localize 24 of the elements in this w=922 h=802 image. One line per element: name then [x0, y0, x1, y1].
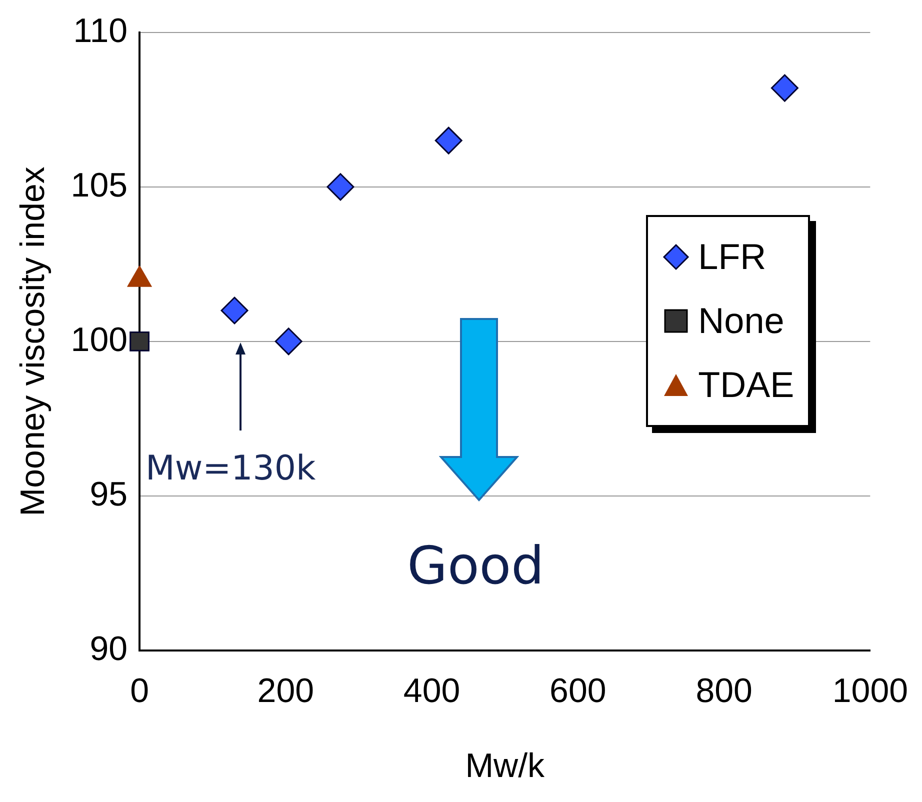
point [326, 173, 354, 201]
y-tick-label: 90 [90, 630, 128, 668]
x-tick-label: 600 [550, 672, 606, 710]
annotation: Good [407, 536, 544, 597]
legend-label: None [698, 300, 784, 342]
x-tick-label: 400 [403, 672, 460, 710]
x-tick-label: 0 [130, 672, 149, 710]
point [274, 328, 302, 356]
y-tick-label: 105 [70, 166, 128, 204]
y-axis-title: Mooney viscosity index [14, 166, 52, 516]
x-tick-label: 200 [257, 672, 314, 710]
y-tick-label: 95 [90, 475, 128, 514]
y-tick-label: 100 [70, 320, 128, 359]
point [220, 296, 248, 324]
legend-label: LFR [698, 236, 766, 278]
x-tick-label: 1000 [832, 672, 908, 710]
x-tick-label: 800 [696, 672, 752, 710]
x-axis-title: Mw/k [465, 746, 546, 785]
y-tick-label: 110 [73, 12, 128, 50]
point [130, 331, 150, 352]
point [770, 74, 798, 102]
legend-label: TDAE [698, 364, 794, 406]
annotation: Mw=130k [146, 448, 316, 488]
point [434, 126, 462, 154]
